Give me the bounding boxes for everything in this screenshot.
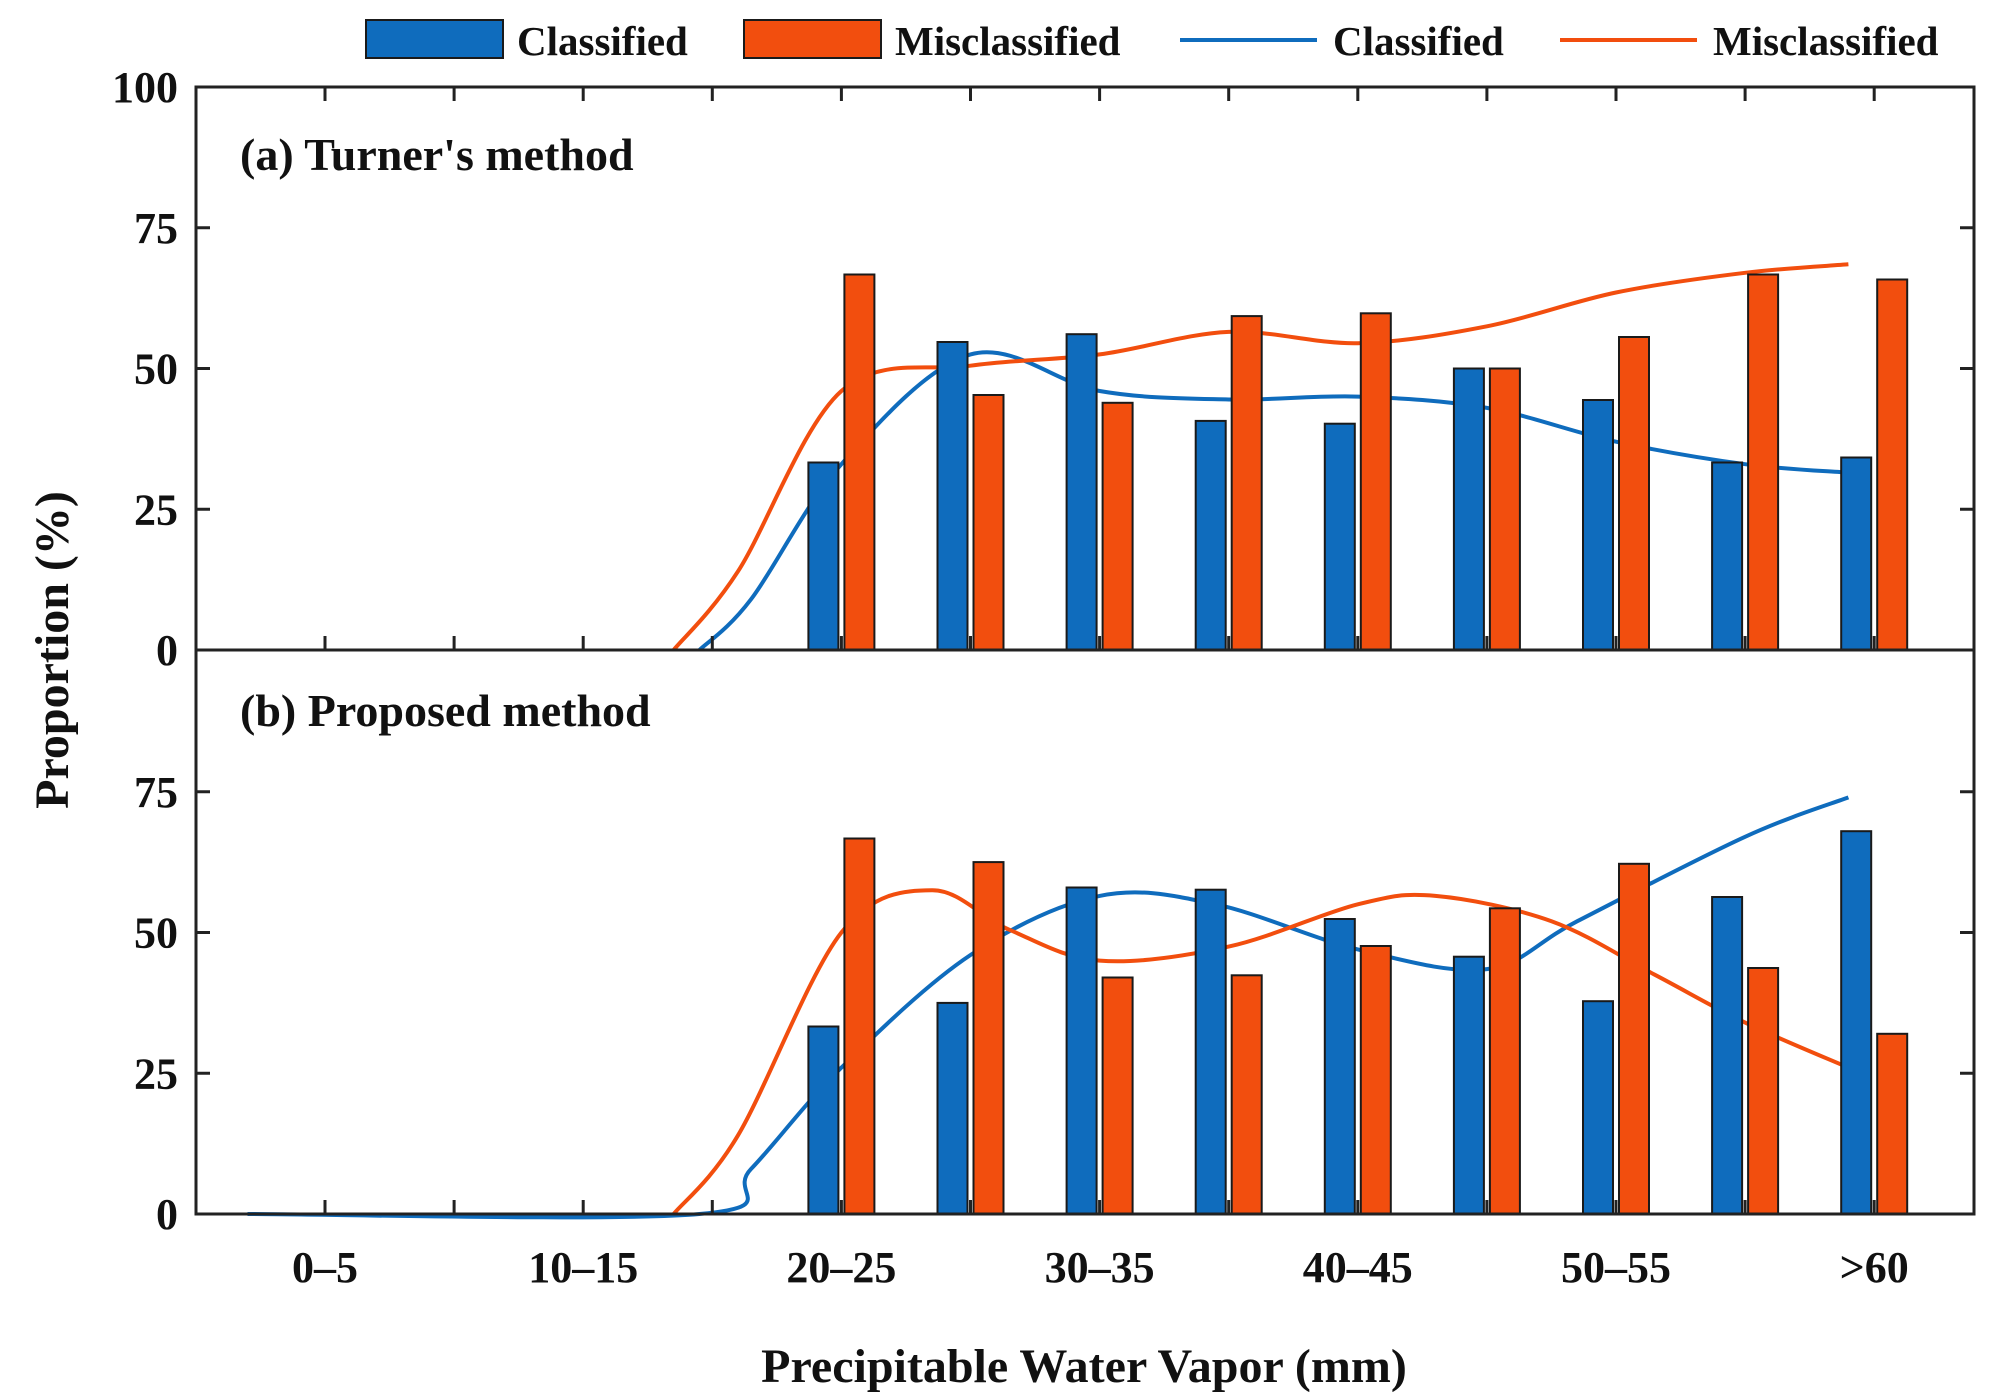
- x-tick-label: 30–35: [1045, 1243, 1155, 1292]
- bar-classified-b-6: [1065, 886, 1098, 1215]
- bar-misclassified-b-5: [972, 861, 1005, 1215]
- panel-a-title: (a) Turner's method: [240, 129, 634, 180]
- panel-b-bars: [807, 830, 1909, 1216]
- y-tick-label: 25: [134, 1049, 178, 1098]
- bar-misclassified-b-6: [1101, 976, 1134, 1215]
- y-axis-title: Proportion (%): [26, 491, 79, 809]
- bar-misclassified-b-4: [843, 837, 876, 1215]
- legend-label-bar-classified: Classified: [517, 18, 688, 64]
- x-axis-ticks: 0–5 10–15 20–25 30–35 40–45 50–55 >60: [292, 87, 1909, 1292]
- bar-classified-a-11: [1711, 461, 1744, 651]
- legend-label-line-misclassified: Misclassified: [1713, 18, 1939, 64]
- bar-misclassified-a-8: [1359, 312, 1392, 651]
- bar-misclassified-b-9: [1488, 907, 1521, 1215]
- legend-label-bar-misclassified: Misclassified: [895, 18, 1121, 64]
- bar-misclassified-a-10: [1618, 336, 1650, 651]
- panel-a: 0 25 50 75 100 (a) Turner's method: [112, 63, 1974, 675]
- panel-a-bars: [807, 273, 1909, 652]
- bar-classified-b-7: [1194, 888, 1227, 1215]
- bar-classified-a-4: [807, 461, 840, 651]
- bar-misclassified-b-7: [1230, 974, 1263, 1215]
- panel-b: 0 25 50 75 (b) Proposed method: [134, 685, 1974, 1239]
- bar-misclassified-b-12: [1876, 1032, 1909, 1216]
- bar-classified-b-10: [1582, 1000, 1614, 1216]
- bar-classified-b-4: [807, 1025, 840, 1215]
- y-tick-label: 75: [134, 768, 178, 817]
- y-tick-label: 100: [112, 63, 178, 112]
- legend-swatch-bar-classified: [365, 19, 504, 59]
- bar-classified-b-8: [1323, 918, 1356, 1215]
- x-tick-label: 50–55: [1561, 1243, 1671, 1292]
- y-tick-label: 50: [134, 345, 178, 394]
- y-tick-label: 25: [134, 485, 178, 534]
- bar-misclassified-b-8: [1359, 945, 1392, 1215]
- y-tick-label: 0: [156, 1190, 178, 1239]
- x-axis-title: Precipitable Water Vapor (mm): [761, 1340, 1407, 1393]
- bar-classified-a-6: [1065, 333, 1098, 651]
- x-tick-label: 40–45: [1303, 1243, 1413, 1292]
- bar-misclassified-b-10: [1618, 862, 1650, 1215]
- y-tick-label: 0: [156, 626, 178, 675]
- legend-label-line-classified: Classified: [1333, 18, 1504, 64]
- y-tick-label: 50: [134, 909, 178, 958]
- bar-classified-b-11: [1711, 896, 1744, 1215]
- panel-b-yticks: 0 25 50 75: [134, 768, 1974, 1239]
- bar-misclassified-b-11: [1747, 967, 1780, 1215]
- bar-misclassified-a-7: [1230, 315, 1263, 651]
- bar-misclassified-a-5: [972, 394, 1005, 651]
- bar-classified-a-7: [1194, 419, 1227, 651]
- x-tick-label: 10–15: [528, 1243, 638, 1292]
- bar-classified-b-12: [1840, 830, 1873, 1215]
- bar-misclassified-a-9: [1488, 367, 1521, 651]
- bar-misclassified-a-11: [1747, 273, 1780, 651]
- x-tick-label: 20–25: [786, 1243, 896, 1292]
- bar-classified-b-5: [936, 1001, 969, 1216]
- trend-line-classified-b: [247, 795, 1850, 1220]
- x-tick-label: 0–5: [292, 1243, 358, 1292]
- trend-line-misclassified-a: [672, 262, 1849, 652]
- bar-classified-a-12: [1840, 456, 1873, 651]
- bar-misclassified-a-12: [1876, 278, 1909, 651]
- y-tick-label: 75: [134, 204, 178, 253]
- bar-misclassified-a-6: [1101, 401, 1134, 651]
- bar-classified-a-9: [1452, 367, 1485, 651]
- panel-b-title: (b) Proposed method: [240, 685, 651, 736]
- x-tick-label: >60: [1840, 1243, 1909, 1292]
- legend-swatch-bar-misclassified: [743, 19, 882, 59]
- bar-classified-a-8: [1323, 422, 1356, 652]
- legend: Classified Misclassified Classified Misc…: [365, 18, 1939, 64]
- bar-classified-a-10: [1582, 399, 1614, 651]
- bar-classified-a-5: [936, 341, 969, 651]
- bar-misclassified-a-4: [843, 273, 876, 651]
- bar-classified-b-9: [1452, 955, 1485, 1215]
